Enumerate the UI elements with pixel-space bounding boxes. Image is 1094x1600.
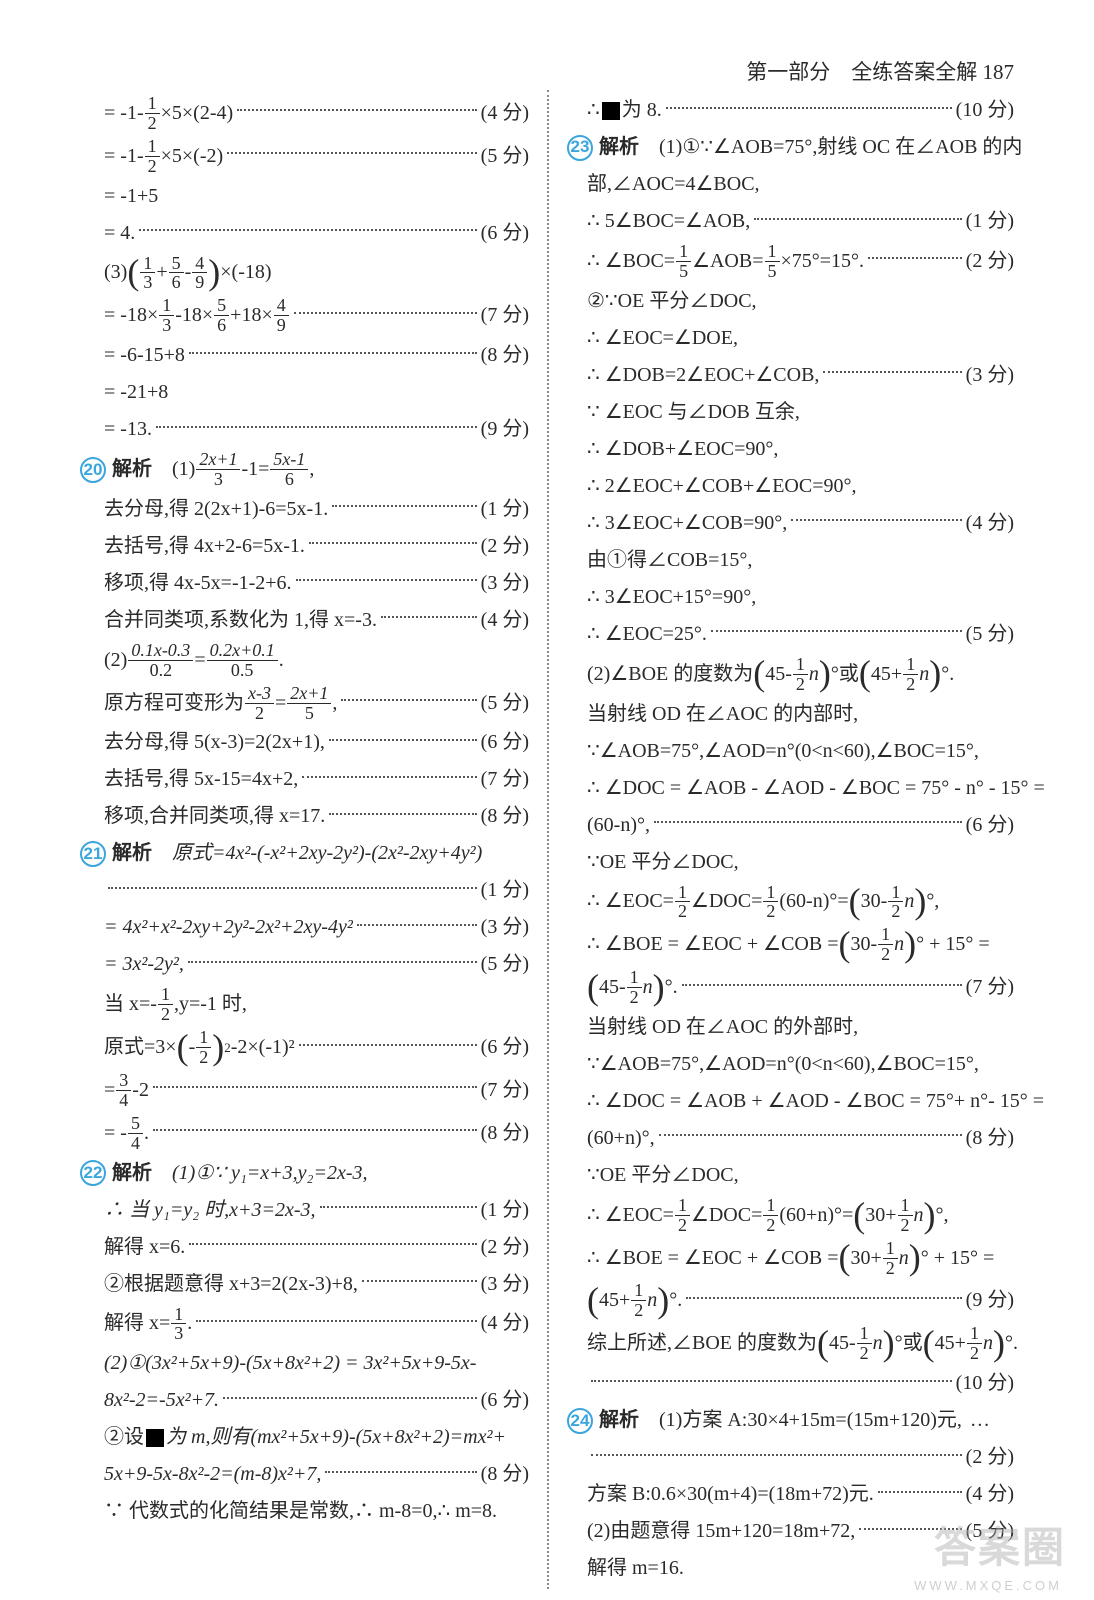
math-line: ∴ 5∠BOC=∠AOB,(1 分) (567, 205, 1014, 238)
math-line: = -54.(8 分) (80, 1114, 529, 1153)
math-line: 移项,得 4x-5x=-1-2+6.(3 分) (80, 567, 529, 600)
question-23: 23 解析 (1)①∵∠AOB=75°,射线 OC 在∠AOB 的内 (567, 131, 1014, 164)
page-header: 第一部分 全练答案全解 187 (746, 55, 1014, 90)
math-line: 部,∠AOC=4∠BOC, (567, 168, 1014, 201)
math-line: 当射线 OD 在∠AOC 的内部时, (567, 698, 1014, 731)
math-line: = -13.(9 分) (80, 413, 529, 446)
math-line: 由①得∠COB=15°, (567, 544, 1014, 577)
math-line: = -1-12×5×(2-4) (4 分) (80, 94, 529, 133)
math-line: 解得 x=6.(2 分) (80, 1231, 529, 1264)
math-line: = -1-12×5×(-2) (5 分) (80, 137, 529, 176)
math-line: = -18×13 -18×56 +18×49 (7 分) (80, 296, 529, 335)
page-number: 187 (983, 60, 1015, 84)
left-column: = -1-12×5×(2-4) (4 分) = -1-12×5×(-2) (5 … (70, 90, 547, 1589)
math-line: = 3x²-2y²,(5 分) (80, 948, 529, 981)
question-20: 20 解析 (1) 2x+13 -1= 5x-16 , (80, 450, 529, 489)
math-line: 去括号,得 5x-15=4x+2,(7 分) (80, 763, 529, 796)
math-line: 8x²-2=-5x²+7.(6 分) (80, 1384, 529, 1417)
math-line: ∴ ∠BOC=15∠AOB=15×75°=15°. (2 分) (567, 242, 1014, 281)
math-line: ②根据题意得 x+3=2(2x-3)+8,(3 分) (80, 1268, 529, 1301)
math-line: ∴ 3∠EOC+∠COB=90°,(4 分) (567, 507, 1014, 540)
math-line: 移项,合并同类项,得 x=17.(8 分) (80, 800, 529, 833)
math-line: = -1+5 (80, 180, 529, 213)
math-line: 合并同类项,系数化为 1,得 x=-3.(4 分) (80, 604, 529, 637)
math-line: 5x+9-5x-8x²-2=(m-8)x²+7,(8 分) (80, 1458, 529, 1491)
math-line: ∴ 3∠EOC+15°=90°, (567, 581, 1014, 614)
math-line: ②∵OE 平分∠DOC, (567, 285, 1014, 318)
question-number: 22 (80, 1160, 106, 1186)
math-line: ∴ ∠EOC=25°.(5 分) (567, 618, 1014, 651)
math-line: 原式=3×(-12)2-2×(-1)² (6 分) (80, 1028, 529, 1067)
math-line: ∴ ∠DOB+∠EOC=90°, (567, 433, 1014, 466)
math-line: ∵ ∠EOC 与∠DOB 互余, (567, 396, 1014, 429)
math-line: (60-n)°,(6 分) (567, 809, 1014, 842)
watermark-url: WWW.MXQE.COM (914, 1575, 1062, 1596)
math-line: 去分母,得 5(x-3)=2(2x+1),(6 分) (80, 726, 529, 759)
math-line: ∵∠AOB=75°,∠AOD=n°(0<n<60),∠BOC=15°, (567, 735, 1014, 768)
math-line: = 4x²+x²-2xy+2y²-2x²+2xy-4y²(3 分) (80, 911, 529, 944)
math-line: 当 x=-12,y=-1 时, (80, 985, 529, 1024)
math-line: ∴ ∠BOE = ∠EOC + ∠COB = (30+12n)° + 15° = (567, 1239, 1014, 1278)
math-line: 方案 B:0.6×30(m+4)=(18m+72)元.(4 分) (567, 1478, 1014, 1511)
math-line: ②设为 m,则有(mx²+5x+9)-(5x+8x²+2)=mx²+ (80, 1421, 529, 1454)
math-line: (10 分) (567, 1367, 1014, 1400)
math-line: (60+n)°,(8 分) (567, 1122, 1014, 1155)
content-area: = -1-12×5×(2-4) (4 分) = -1-12×5×(-2) (5 … (70, 90, 1024, 1589)
question-number: 23 (567, 135, 593, 161)
math-line: ∴ ∠BOE = ∠EOC + ∠COB = (30-12n)° + 15° = (567, 925, 1014, 964)
math-line: 原方程可变形为 x-32 = 2x+15 ,(5 分) (80, 684, 529, 723)
question-24: 24 解析 (1)方案 A:30×4+15m=(15m+120)元,… (567, 1404, 1014, 1437)
math-line: ∵OE 平分∠DOC, (567, 1159, 1014, 1192)
math-line: ∵∠AOB=75°,∠AOD=n°(0<n<60),∠BOC=15°, (567, 1048, 1014, 1081)
math-line: ∴ 为 8.(10 分) (567, 94, 1014, 127)
math-line: (2) 0.1x-0.30.2 = 0.2x+0.10.5 . (80, 641, 529, 680)
watermark-logo: 答案圈 (934, 1513, 1066, 1582)
math-line: (2)①(3x²+5x+9)-(5x+8x²+2) = 3x²+5x+9-5x- (80, 1347, 529, 1380)
math-line: 去分母,得 2(2x+1)-6=5x-1.(1 分) (80, 493, 529, 526)
math-line: ∴ 2∠EOC+∠COB+∠EOC=90°, (567, 470, 1014, 503)
math-line: =34-2(7 分) (80, 1071, 529, 1110)
math-line: ∴ ∠DOC = ∠AOB - ∠AOD - ∠BOC = 75° - n° -… (567, 772, 1014, 805)
math-line: (3)( 13+ 56- 49 )×(-18) (80, 254, 529, 293)
question-21: 21 解析 原式=4x²-(-x²+2xy-2y²)-(2x²-2xy+4y²) (80, 837, 529, 870)
math-line: = 4.(6 分) (80, 217, 529, 250)
math-line: 综上所述,∠BOE 的度数为(45-12n)°或(45+12n)°. (567, 1324, 1014, 1363)
right-column: ∴ 为 8.(10 分) 23 解析 (1)①∵∠AOB=75°,射线 OC 在… (547, 90, 1024, 1589)
math-line: 解得 x=13.(4 分) (80, 1305, 529, 1344)
math-line: (1 分) (80, 874, 529, 907)
math-line: ∵ 代数式的化简结果是常数,∴ m-8=0,∴ m=8. (80, 1495, 529, 1528)
math-line: ∴ 当 y₁=y₂ 时,x+3=2x-3,(1 分) (80, 1194, 529, 1227)
question-number: 21 (80, 841, 106, 867)
math-line: = -6-15+8(8 分) (80, 339, 529, 372)
math-line: (45+12n)°.(9 分) (567, 1281, 1014, 1320)
section-title: 第一部分 全练答案全解 (746, 60, 977, 84)
question-number: 24 (567, 1408, 593, 1434)
math-line: ∵OE 平分∠DOC, (567, 846, 1014, 879)
math-line: ∴ ∠EOC=∠DOE, (567, 322, 1014, 355)
question-number: 20 (80, 457, 106, 483)
math-line: ∴ ∠DOB=2∠EOC+∠COB,(3 分) (567, 359, 1014, 392)
math-line: 去括号,得 4x+2-6=5x-1.(2 分) (80, 530, 529, 563)
math-line: ∴ ∠EOC=12∠DOC=12(60+n)°=(30+12n)°, (567, 1196, 1014, 1235)
math-line: 当射线 OD 在∠AOC 的外部时, (567, 1011, 1014, 1044)
math-line: (2)∠BOE 的度数为(45-12n)°或(45+12n)°. (567, 655, 1014, 694)
math-line: (2 分) (567, 1441, 1014, 1474)
math-line: (45-12n)°.(7 分) (567, 968, 1014, 1007)
question-22: 22 解析 (1)①∵ y₁=x+3,y₂=2x-3, (80, 1157, 529, 1190)
math-line: ∴ ∠EOC=12∠DOC=12(60-n)°=(30-12n)°, (567, 883, 1014, 922)
math-line: = -21+8 (80, 376, 529, 409)
math-line: ∴ ∠DOC = ∠AOB + ∠AOD - ∠BOC = 75°+ n°- 1… (567, 1085, 1014, 1118)
